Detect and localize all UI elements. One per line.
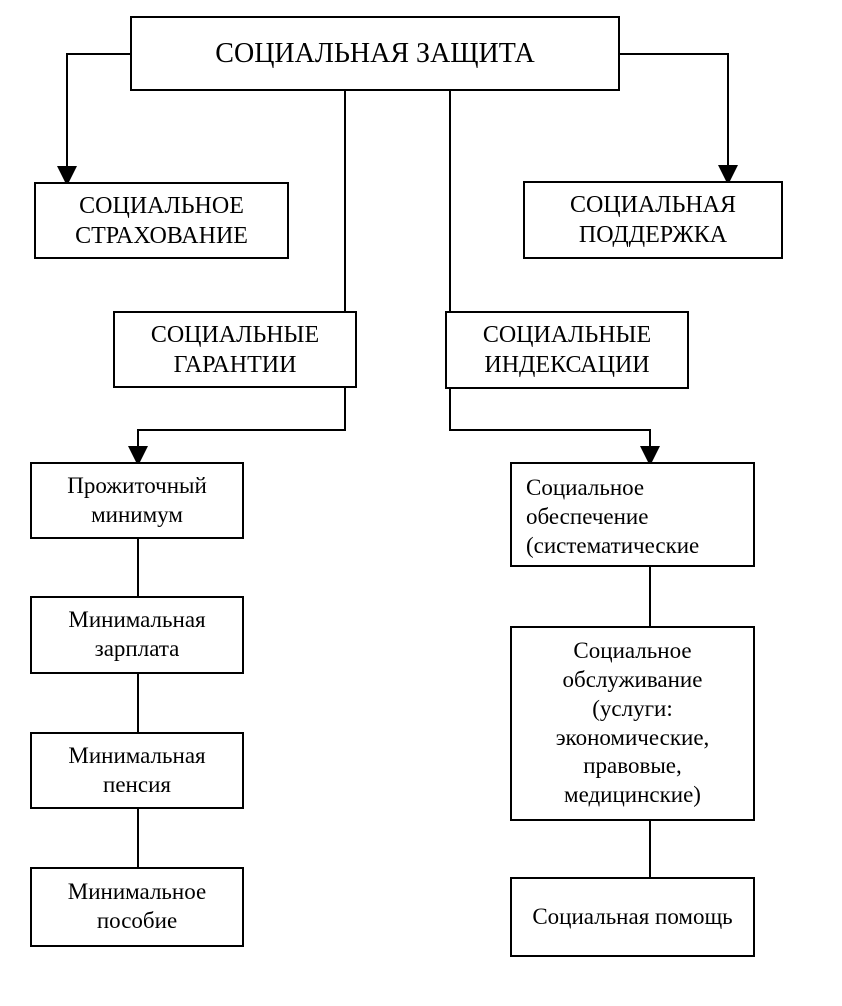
- node-soc-help: Социальная помощь: [510, 877, 755, 957]
- node-support-label: СОЦИАЛЬНАЯ ПОДДЕРЖКА: [535, 190, 771, 250]
- node-root: СОЦИАЛЬНАЯ ЗАЩИТА: [130, 16, 620, 91]
- node-soc-service-label: Социальное обслуживание (услуги: экономи…: [522, 637, 743, 810]
- node-living-min-label: Прожиточный минимум: [42, 472, 232, 530]
- node-root-label: СОЦИАЛЬНАЯ ЗАЩИТА: [215, 36, 534, 71]
- node-soc-service: Социальное обслуживание (услуги: экономи…: [510, 626, 755, 821]
- node-soc-help-label: Социальная помощь: [532, 903, 732, 932]
- node-living-min: Прожиточный минимум: [30, 462, 244, 539]
- node-min-benefit-label: Минимальное пособие: [42, 878, 232, 936]
- node-min-benefit: Минимальное пособие: [30, 867, 244, 947]
- node-min-pension: Минимальная пенсия: [30, 732, 244, 809]
- node-insurance-label: СОЦИАЛЬНОЕ СТРАХОВАНИЕ: [46, 191, 277, 251]
- node-insurance: СОЦИАЛЬНОЕ СТРАХОВАНИЕ: [34, 182, 289, 259]
- node-min-salary-label: Минимальная зарплата: [42, 606, 232, 664]
- node-support: СОЦИАЛЬНАЯ ПОДДЕРЖКА: [523, 181, 783, 259]
- node-guarantees: СОЦИАЛЬНЫЕ ГАРАНТИИ: [113, 311, 357, 388]
- node-guarantees-label: СОЦИАЛЬНЫЕ ГАРАНТИИ: [125, 320, 345, 380]
- node-indexations-label: СОЦИАЛЬНЫЕ ИНДЕКСАЦИИ: [457, 320, 677, 380]
- node-soc-provision: Социальное обеспечение (систематические: [510, 462, 755, 567]
- node-indexations: СОЦИАЛЬНЫЕ ИНДЕКСАЦИИ: [445, 311, 689, 389]
- node-min-salary: Минимальная зарплата: [30, 596, 244, 674]
- node-min-pension-label: Минимальная пенсия: [42, 742, 232, 800]
- node-soc-provision-label: Социальное обеспечение (систематические: [526, 474, 739, 560]
